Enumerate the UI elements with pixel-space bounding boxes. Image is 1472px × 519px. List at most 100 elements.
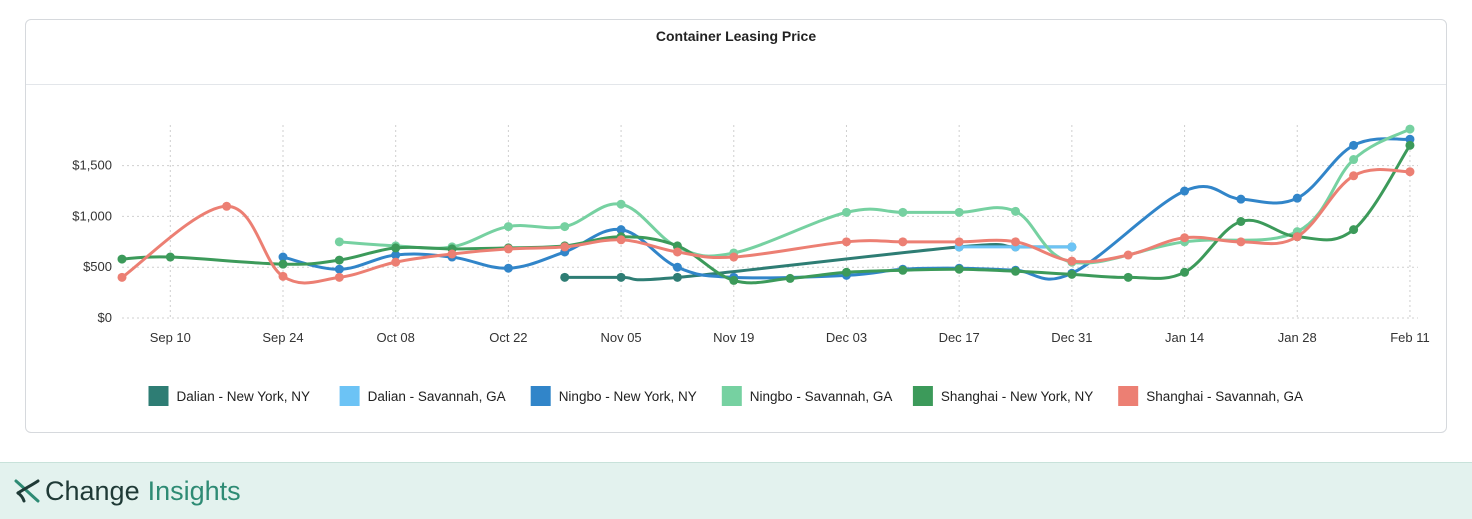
data-point <box>1236 237 1246 247</box>
data-point <box>1405 167 1415 177</box>
data-point <box>672 272 682 282</box>
data-point <box>616 235 626 245</box>
data-point <box>278 252 288 262</box>
series-line <box>120 143 1412 285</box>
data-point <box>729 275 739 285</box>
data-point <box>391 250 401 260</box>
legend-label: Ningbo - Savannah, GA <box>750 389 893 404</box>
grid <box>122 125 1418 319</box>
data-point <box>1067 242 1077 252</box>
data-point <box>1236 217 1246 226</box>
header-divider <box>26 84 1446 85</box>
data-point <box>560 272 570 282</box>
brand-logo: Change Insights <box>12 476 241 506</box>
x-tick-label: Nov 05 <box>600 330 641 345</box>
data-point <box>503 244 513 254</box>
legend-label: Dalian - Savannah, GA <box>368 389 506 404</box>
data-point <box>841 207 851 217</box>
data-point <box>785 273 795 283</box>
data-point <box>334 264 344 274</box>
data-point <box>1180 267 1190 277</box>
data-point <box>898 265 908 275</box>
data-point <box>1067 269 1077 279</box>
data-point <box>898 207 908 217</box>
legend-swatch <box>148 386 169 406</box>
data-point <box>1180 233 1190 243</box>
legend-label: Dalian - New York, NY <box>177 389 311 404</box>
data-point <box>1011 237 1021 247</box>
data-point <box>222 201 232 211</box>
series-shanghai-new-york-ny <box>117 140 1415 285</box>
data-point <box>672 247 682 257</box>
data-point <box>503 222 513 232</box>
data-point <box>898 237 908 247</box>
x-tick-label: Nov 19 <box>713 330 754 345</box>
x-tick-label: Jan 14 <box>1165 330 1204 345</box>
data-point <box>1292 232 1302 242</box>
data-point <box>1405 124 1415 134</box>
legend-item[interactable]: Shanghai - New York, NY <box>912 386 1093 406</box>
y-tick-label: $1,000 <box>72 208 112 223</box>
data-point <box>165 252 175 262</box>
x-tick-label: Oct 22 <box>489 330 527 345</box>
legend-label: Shanghai - New York, NY <box>941 389 1093 404</box>
data-point <box>1292 193 1302 203</box>
chart-title: Container Leasing Price <box>655 28 817 44</box>
series-shanghai-savannah-ga <box>117 167 1415 285</box>
x-tick-label: Dec 03 <box>826 330 867 345</box>
data-point <box>1349 155 1359 165</box>
data-point <box>117 254 127 264</box>
legend-swatch <box>339 386 360 406</box>
legend-swatch <box>721 386 742 406</box>
legend-item[interactable]: Dalian - New York, NY <box>148 386 311 406</box>
legend-item[interactable]: Ningbo - Savannah, GA <box>721 386 893 406</box>
data-point <box>1067 256 1077 266</box>
data-point <box>560 222 570 232</box>
data-point <box>1349 140 1359 150</box>
footer-bar: Change Insights <box>0 462 1472 519</box>
data-point <box>334 237 344 247</box>
data-point <box>729 252 739 262</box>
data-point <box>1349 171 1359 181</box>
data-point <box>1011 266 1021 276</box>
chart-card: Container Leasing Price $0 $500 $1,000 $1,5… <box>25 19 1447 433</box>
legend-label: Shanghai - Savannah, GA <box>1146 389 1303 404</box>
line-chart: $0 $500 $1,000 $1,500 Sep 10 Sep 24 Oct 08 Oct … <box>72 124 1430 406</box>
data-point <box>447 249 457 259</box>
x-tick-label: Oct 08 <box>377 330 415 345</box>
x-tick-label: Sep 10 <box>150 330 191 345</box>
x-tick-label: Dec 31 <box>1051 330 1092 345</box>
legend: Dalian - New York, NY Dalian - Savannah, … <box>148 386 1303 406</box>
data-point <box>117 272 127 282</box>
data-point <box>1236 194 1246 204</box>
x-mark-icon <box>14 479 40 503</box>
brand-suffix: Insights <box>147 475 241 506</box>
data-point <box>278 271 288 281</box>
legend-label: Ningbo - New York, NY <box>559 389 697 404</box>
data-point <box>954 264 964 274</box>
data-point <box>503 263 513 273</box>
x-tick-label: Jan 28 <box>1278 330 1317 345</box>
series-ningbo-savannah-ga <box>334 124 1415 267</box>
data-point <box>1123 250 1133 260</box>
data-point <box>391 243 401 253</box>
legend-swatch <box>530 386 551 406</box>
x-tick-label: Feb 11 <box>1390 330 1430 345</box>
data-point <box>1180 186 1190 196</box>
data-point <box>1405 140 1415 150</box>
x-tick-label: Sep 24 <box>262 330 303 345</box>
legend-item[interactable]: Ningbo - New York, NY <box>530 386 697 406</box>
data-point <box>841 267 851 277</box>
data-point <box>334 255 344 265</box>
data-point <box>334 272 344 282</box>
data-point <box>616 272 626 282</box>
y-tick-label: $0 <box>98 310 112 325</box>
legend-item[interactable]: Dalian - Savannah, GA <box>339 386 506 406</box>
data-point <box>1011 206 1021 216</box>
brand-name: Change <box>45 475 140 506</box>
data-point <box>954 237 964 247</box>
y-tick-label: $1,500 <box>72 158 112 173</box>
data-point <box>616 199 626 209</box>
x-tick-label: Dec 17 <box>939 330 980 345</box>
legend-item[interactable]: Shanghai - Savannah, GA <box>1118 386 1303 406</box>
